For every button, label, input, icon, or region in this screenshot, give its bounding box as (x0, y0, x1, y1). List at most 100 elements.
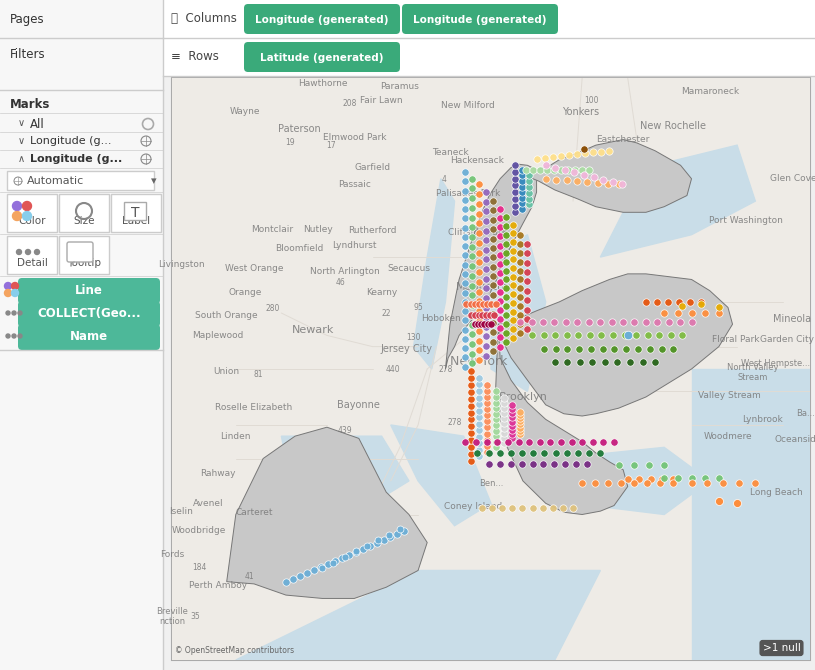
Point (493, 323, 506, 334)
Point (621, 473, 634, 484)
Point (560, 175, 573, 186)
Point (459, 269, 472, 279)
Point (338, 551, 351, 562)
Point (513, 422, 526, 433)
Text: Newark: Newark (292, 325, 334, 335)
Point (582, 317, 595, 328)
Point (549, 174, 562, 185)
Text: Line: Line (75, 285, 103, 297)
Point (505, 421, 518, 431)
Text: © OpenStreetMap contributors: © OpenStreetMap contributors (175, 647, 294, 655)
Point (487, 233, 500, 244)
Text: Rutherford: Rutherford (348, 226, 397, 234)
Point (672, 308, 685, 318)
Point (558, 165, 571, 176)
Point (565, 436, 578, 447)
Point (515, 164, 528, 175)
Point (595, 146, 608, 157)
Point (500, 319, 513, 330)
FancyBboxPatch shape (18, 278, 160, 304)
Point (500, 301, 513, 312)
Point (586, 357, 599, 368)
Text: ≡  Rows: ≡ Rows (171, 50, 219, 63)
Point (493, 314, 506, 324)
Point (507, 280, 520, 291)
Text: Valley Stream: Valley Stream (698, 391, 761, 401)
Point (505, 425, 518, 436)
Point (473, 431, 486, 442)
Point (479, 206, 492, 217)
Point (360, 541, 373, 551)
Point (712, 302, 725, 313)
FancyBboxPatch shape (59, 236, 109, 274)
Circle shape (18, 311, 22, 315)
Point (640, 297, 653, 308)
Point (480, 436, 493, 447)
Point (465, 380, 478, 391)
Text: Tooltip: Tooltip (67, 258, 101, 268)
Point (549, 344, 562, 354)
FancyBboxPatch shape (7, 194, 57, 232)
Point (606, 330, 619, 341)
Point (465, 428, 478, 439)
Polygon shape (527, 139, 691, 212)
Point (632, 344, 645, 354)
Point (293, 570, 306, 581)
Text: COLLECT(Geo...: COLLECT(Geo... (37, 308, 141, 320)
Point (481, 391, 494, 402)
Text: Glen Cove: Glen Cove (770, 174, 815, 183)
Text: Breville
nction: Breville nction (156, 606, 188, 626)
Point (493, 332, 506, 343)
Polygon shape (413, 179, 455, 369)
Text: 4: 4 (441, 176, 446, 184)
Point (459, 213, 472, 224)
Point (349, 547, 362, 557)
Text: Woodmere: Woodmere (703, 431, 752, 441)
FancyBboxPatch shape (59, 194, 109, 232)
Point (683, 297, 696, 308)
Text: Longitude (g...: Longitude (g... (30, 154, 122, 164)
Polygon shape (227, 427, 427, 598)
Point (630, 330, 643, 341)
Point (466, 319, 479, 330)
Point (586, 436, 599, 447)
Point (481, 446, 494, 457)
Point (479, 225, 492, 236)
Point (481, 379, 494, 390)
Point (459, 232, 472, 243)
Circle shape (12, 311, 16, 315)
Point (516, 448, 529, 458)
Point (571, 448, 584, 458)
Point (481, 428, 494, 439)
Point (468, 319, 481, 330)
Point (639, 317, 652, 328)
Point (513, 317, 526, 328)
Point (623, 357, 637, 368)
Point (515, 198, 528, 209)
Point (459, 334, 472, 344)
Point (500, 239, 513, 249)
Text: 184: 184 (192, 563, 206, 572)
Point (473, 247, 486, 258)
Text: Hackensack: Hackensack (451, 156, 504, 165)
Point (473, 218, 486, 228)
Point (473, 425, 486, 436)
Point (661, 297, 674, 308)
Point (546, 502, 559, 513)
Point (473, 379, 486, 390)
Point (479, 322, 492, 332)
Point (513, 419, 526, 429)
Point (558, 459, 571, 470)
Point (481, 416, 494, 427)
Point (477, 299, 490, 310)
Point (694, 297, 707, 308)
Point (489, 299, 502, 310)
Point (560, 330, 573, 341)
Point (487, 271, 500, 281)
Point (606, 177, 619, 188)
Point (522, 176, 535, 186)
Point (473, 373, 486, 383)
Point (479, 196, 492, 207)
Point (730, 498, 743, 509)
Point (482, 448, 495, 458)
